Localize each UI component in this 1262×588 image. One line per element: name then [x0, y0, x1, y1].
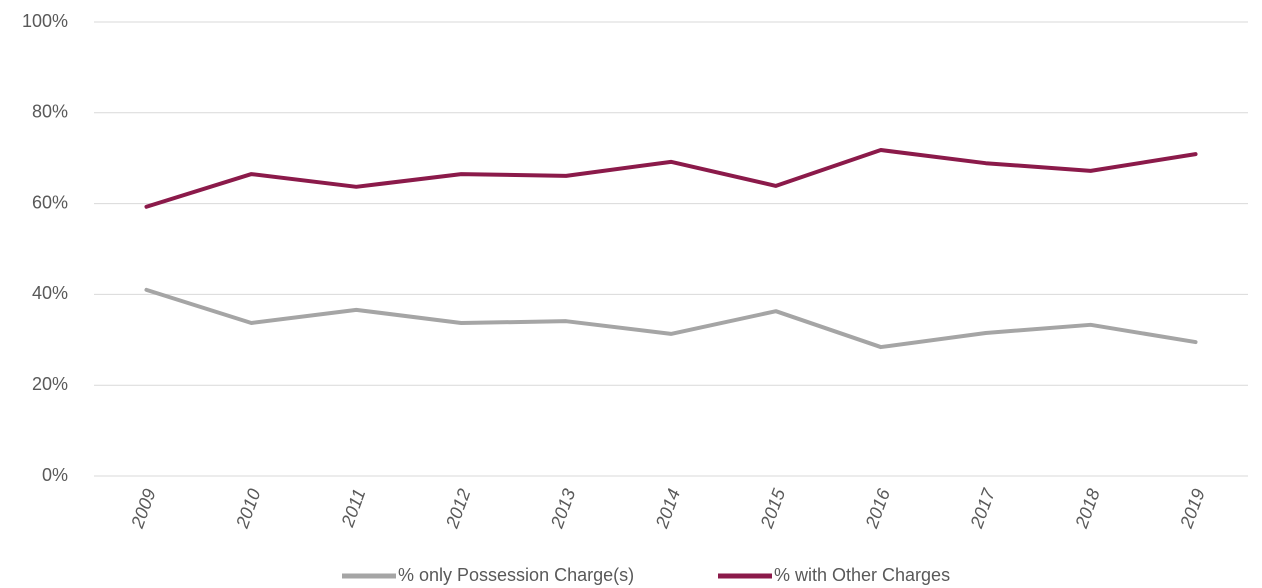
legend-label: % with Other Charges — [774, 565, 950, 585]
x-tick-label: 2015 — [756, 485, 789, 531]
x-tick-label: 2019 — [1176, 486, 1209, 531]
x-tick-label: 2013 — [546, 486, 579, 531]
y-tick-label: 60% — [32, 192, 68, 212]
x-tick-label: 2016 — [861, 485, 894, 531]
x-tick-label: 2012 — [442, 486, 475, 531]
y-tick-label: 20% — [32, 374, 68, 394]
y-tick-label: 100% — [22, 11, 68, 31]
line-series — [144, 287, 1198, 350]
x-tick-label: 2010 — [232, 486, 265, 531]
x-tick-label: 2011 — [337, 486, 369, 530]
legend-label: % only Possession Charge(s) — [398, 565, 634, 585]
y-tick-label: 40% — [32, 283, 68, 303]
y-tick-label: 80% — [32, 102, 68, 122]
x-tick-label: 2017 — [966, 485, 999, 531]
x-tick-label: 2018 — [1071, 486, 1104, 531]
y-tick-label: 0% — [42, 465, 68, 485]
line-series — [144, 148, 1198, 209]
x-tick-label: 2009 — [127, 486, 160, 531]
x-tick-label: 2014 — [651, 486, 684, 531]
